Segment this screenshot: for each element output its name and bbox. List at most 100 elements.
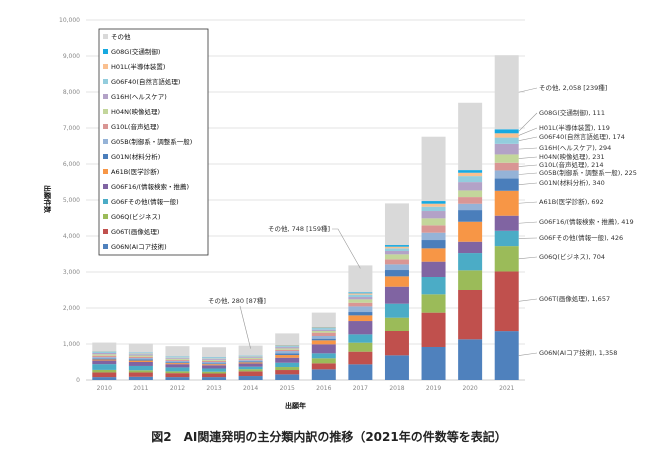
annotation-label: その他, 2,058 [239種] xyxy=(539,83,607,92)
bar-segment xyxy=(384,264,409,271)
bar-segment xyxy=(275,357,300,363)
bar-segment xyxy=(202,373,227,378)
legend-entry: G05B(制御系・調整系一般) xyxy=(111,137,192,146)
bar-segment xyxy=(348,293,373,295)
bar-segment xyxy=(458,182,483,191)
bar-segment xyxy=(92,377,117,380)
bar-segment xyxy=(421,312,446,347)
y-tick-label: 6,000 xyxy=(63,161,80,168)
chart-title: 図2 AI関連発明の主分類内訳の推移（2021年の件数等を表記） xyxy=(151,430,507,444)
bar-segment xyxy=(348,302,373,307)
bar-segment xyxy=(165,364,190,368)
bar-segment xyxy=(384,259,409,265)
bar-segment xyxy=(421,294,446,313)
bar-segment xyxy=(92,369,117,373)
bar-segment xyxy=(421,248,446,262)
legend-entry: G08G(交通制御) xyxy=(111,47,160,56)
annotations: G06N(AIコア技術), 1,358 G06T(画像処理), 1,657 G06Q… xyxy=(208,83,637,357)
bar-segment xyxy=(202,358,227,359)
bar-segment xyxy=(348,364,373,380)
annotation-label: G08G(交通制御), 111 xyxy=(539,108,605,117)
bar-segment xyxy=(494,190,519,216)
leader-line xyxy=(518,182,538,185)
bar-segment xyxy=(384,355,409,380)
y-axis-label: 出願件数 xyxy=(43,185,52,214)
y-tick-labels: 0 1,000 2,000 3,000 4,000 5,000 6,000 7,000 8,00… xyxy=(59,17,80,384)
bar-segment xyxy=(128,360,153,362)
bar-segment xyxy=(421,232,446,241)
bar-segment xyxy=(202,359,227,361)
bar-segment xyxy=(458,176,483,183)
bar-segment xyxy=(384,245,409,247)
x-tick-label: 2016 xyxy=(316,385,331,392)
bar-segment xyxy=(128,365,153,371)
bar-segment xyxy=(128,353,153,355)
y-tick-label: 3,000 xyxy=(63,269,80,276)
annotation-label: G06Fその他(情報一般), 426 xyxy=(539,233,623,242)
legend-swatch xyxy=(103,94,108,99)
annotation-label: H04N(映像処理), 231 xyxy=(539,152,605,161)
annotation-label: G06N(AIコア技術), 1,358 xyxy=(539,348,617,357)
bar-segment xyxy=(348,294,373,298)
leader-line xyxy=(518,201,538,204)
bar-segment xyxy=(165,358,190,360)
bar-segment xyxy=(311,332,336,337)
bar-segment xyxy=(384,303,409,318)
bar-segment xyxy=(92,353,117,355)
annotation-label: H01L(半導体装置), 119 xyxy=(539,123,610,132)
legend-entry: G06T(画像処理) xyxy=(111,227,159,236)
bar-segment xyxy=(92,342,117,352)
bar-segment xyxy=(384,270,409,277)
bar-segment xyxy=(275,348,300,350)
y-tick-label: 5,000 xyxy=(63,197,80,204)
bar-segment xyxy=(165,363,190,365)
y-tick-label: 10,000 xyxy=(59,17,80,24)
legend-swatch xyxy=(103,199,108,204)
bar-segment xyxy=(384,203,409,246)
bar-segment xyxy=(494,271,519,332)
bar-segment xyxy=(458,270,483,290)
bar-segment xyxy=(128,343,153,353)
bar-segment xyxy=(348,265,373,293)
bar-segment xyxy=(458,170,483,173)
bar-segment xyxy=(275,333,300,346)
bar-segment xyxy=(238,371,263,377)
bar-segment xyxy=(421,201,446,204)
bar-segment xyxy=(128,354,153,356)
annotation-label: G05B(制御系・調整系一般), 225 xyxy=(539,168,637,177)
leader-line xyxy=(518,136,538,142)
bar-segment xyxy=(494,170,519,179)
x-tick-label: 2014 xyxy=(243,385,258,392)
legend-swatch xyxy=(103,34,108,39)
bar-segment xyxy=(128,355,153,357)
bar-segment xyxy=(458,197,483,204)
bar-segment xyxy=(165,377,190,380)
bar-segment xyxy=(384,246,409,249)
bar-segment xyxy=(494,331,519,380)
leader-line xyxy=(518,127,538,136)
bar-segment xyxy=(275,374,300,380)
bar-segment xyxy=(458,339,483,380)
bar-segment xyxy=(311,358,336,364)
bar-segment xyxy=(458,190,483,198)
leader-line xyxy=(332,228,361,269)
x-tick-label: 2021 xyxy=(499,385,514,392)
bar-segment xyxy=(275,367,300,371)
x-tick-label: 2015 xyxy=(280,385,295,392)
bar-segment xyxy=(92,364,117,370)
x-tick-label: 2019 xyxy=(426,385,441,392)
legend-entry: H01L(半導体装置) xyxy=(111,62,165,71)
bar-segment xyxy=(128,362,153,366)
bar-segment xyxy=(238,358,263,360)
bar-segment xyxy=(238,376,263,380)
legend-entry: G06F16/(情報検索・推薦) xyxy=(111,182,189,191)
bar-segment xyxy=(202,363,227,365)
bar-segment xyxy=(202,377,227,380)
legend-swatch xyxy=(103,49,108,54)
bar-segment xyxy=(494,129,519,134)
legend-entry: A61B(医学診断) xyxy=(111,167,159,176)
legend-swatch xyxy=(103,229,108,234)
y-tick-label: 0 xyxy=(76,377,80,384)
leader-line xyxy=(518,256,538,260)
